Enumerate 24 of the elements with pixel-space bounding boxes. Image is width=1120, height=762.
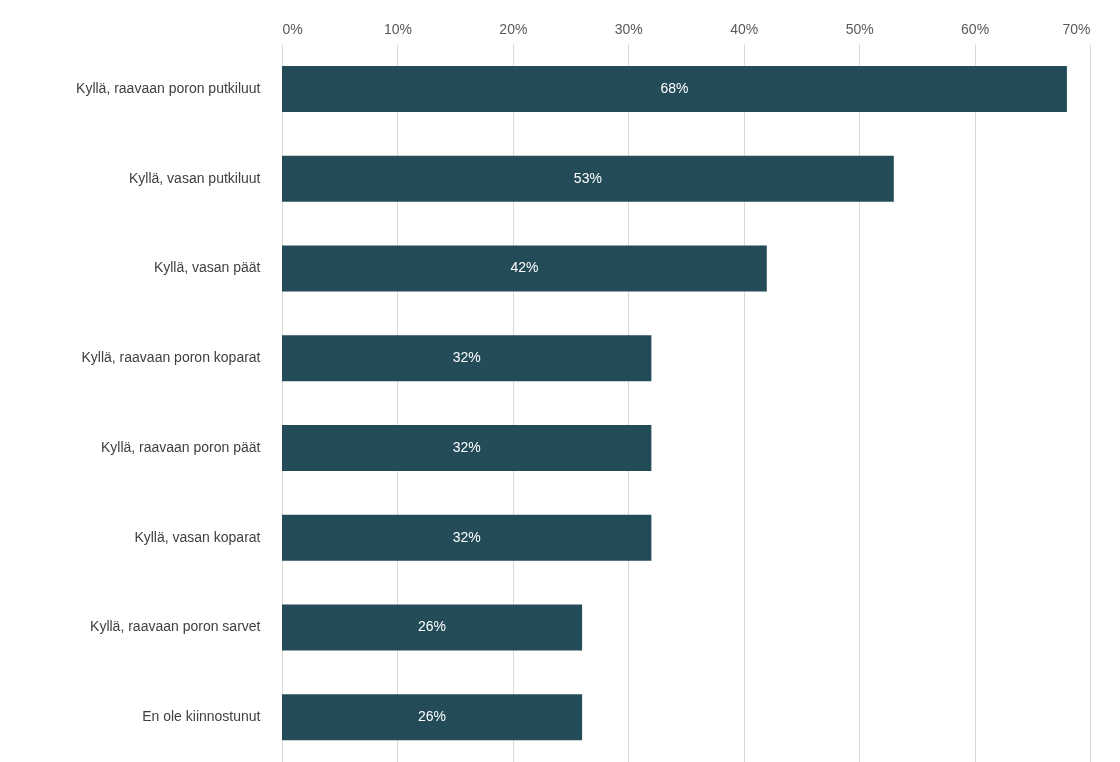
y-tick-label: Kyllä, vasan koparat — [134, 528, 261, 545]
x-tick-label: 30% — [614, 20, 643, 37]
y-tick-label: Kyllä, vasan putkiluut — [128, 169, 261, 186]
data-label: 26% — [418, 618, 447, 635]
data-label: 26% — [418, 708, 447, 725]
y-tick-label: Kyllä, raavaan poron koparat — [81, 349, 261, 366]
y-tick-label: Kyllä, raavaan poron putkiluut — [76, 79, 261, 96]
x-tick-label: 10% — [383, 20, 412, 37]
data-label: 32% — [452, 438, 481, 455]
y-tick-label: Kyllä, vasan päät — [153, 259, 261, 276]
y-tick-label: Kyllä, raavaan poron sarvet — [90, 618, 261, 635]
y-tick-label: En ole kiinnostunut — [142, 708, 261, 725]
data-label: 32% — [452, 349, 481, 366]
x-tick-label: 0% — [282, 20, 303, 37]
data-label: 53% — [573, 169, 602, 186]
x-tick-label: 20% — [499, 20, 528, 37]
x-tick-label: 70% — [1062, 20, 1091, 37]
x-tick-label: 50% — [845, 20, 874, 37]
data-label: 68% — [660, 79, 689, 96]
x-tick-label: 60% — [961, 20, 990, 37]
data-label: 42% — [510, 259, 539, 276]
y-tick-label: Kyllä, raavaan poron päät — [100, 438, 261, 455]
data-label: 32% — [452, 528, 481, 545]
x-tick-label: 40% — [730, 20, 759, 37]
